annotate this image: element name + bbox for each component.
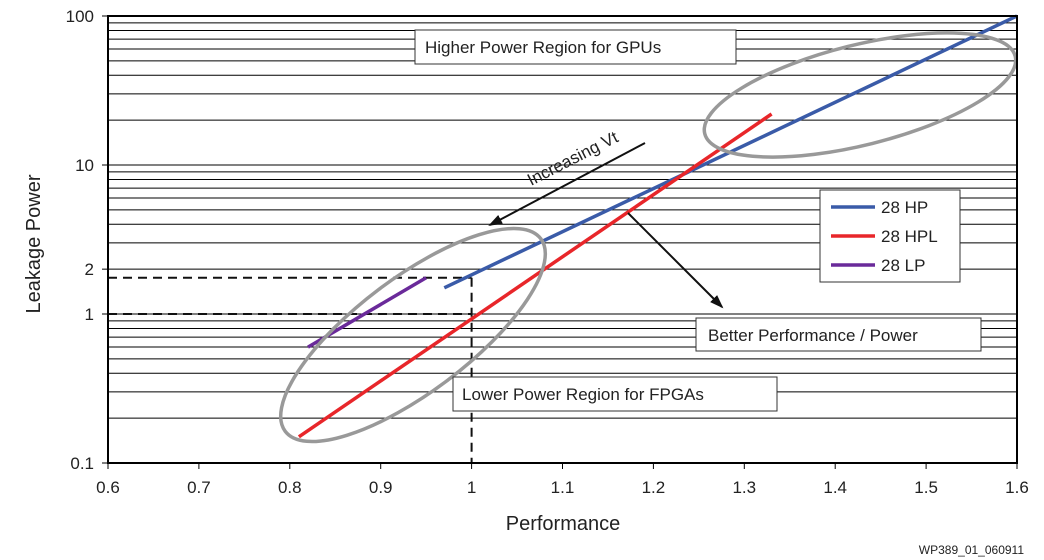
y-axis-title: Leakage Power [23,174,45,313]
y-tick-label: 0.1 [70,454,94,473]
y-tick-labels: 0.1 1 2 10 100 [66,7,108,473]
y-tick-label: 10 [75,156,94,175]
x-tick-label: 0.7 [187,478,211,497]
fpga-region-label: Lower Power Region for FPGAs [462,385,704,404]
x-tick-label: 1.4 [823,478,847,497]
reference-lines [108,276,473,463]
gpu-region-box: Higher Power Region for GPUs [414,29,737,65]
gpu-region-ellipse [702,31,1018,159]
x-tick-label: 0.6 [96,478,120,497]
x-tick-label: 1.3 [732,478,756,497]
x-tick-label: 1.2 [642,478,666,497]
x-tick-label: 1 [467,478,476,497]
legend-label: 28 HPL [881,227,938,246]
x-tick-label: 0.8 [278,478,302,497]
x-axis-title: Performance [506,513,621,535]
perf-power-label: Better Performance / Power [708,326,918,345]
perf-power-box: Better Performance / Power [695,317,982,352]
y-tick-label: 1 [85,305,94,324]
y-tick-label: 2 [85,260,94,279]
legend: 28 HP 28 HPL 28 LP [819,189,961,283]
figure-id: WP389_01_060911 [919,543,1025,557]
x-tick-label: 1.5 [914,478,938,497]
x-tick-label: 0.9 [369,478,393,497]
series-line [297,112,773,439]
legend-label: 28 LP [881,256,925,275]
legend-label: 28 HP [881,198,928,217]
x-tick-label: 1.1 [551,478,575,497]
y-tick-label: 100 [66,7,94,26]
x-tick-labels: 0.6 0.7 0.8 0.9 1 1.1 1.2 1.3 1.4 1.5 1.6 [96,463,1029,497]
perf-power-arrow [627,212,724,309]
vt-arrow [488,142,646,226]
fpga-region-box: Lower Power Region for FPGAs [452,376,778,412]
fpga-region-ellipse [278,226,548,444]
gpu-region-label: Higher Power Region for GPUs [425,38,661,57]
x-tick-label: 1.6 [1005,478,1029,497]
